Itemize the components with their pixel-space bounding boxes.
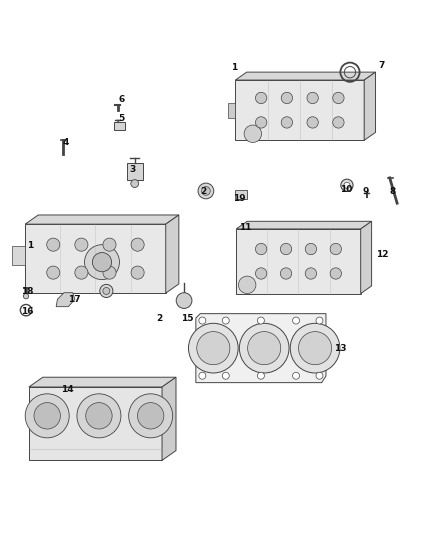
Circle shape [92, 253, 112, 272]
Circle shape [238, 276, 256, 294]
Circle shape [199, 317, 206, 324]
Polygon shape [364, 72, 375, 140]
Text: 17: 17 [68, 295, 80, 304]
Circle shape [290, 324, 340, 373]
Circle shape [131, 238, 144, 251]
Polygon shape [166, 215, 179, 293]
Circle shape [197, 332, 230, 365]
Text: 15: 15 [181, 313, 194, 322]
Polygon shape [235, 80, 364, 140]
Circle shape [344, 182, 350, 188]
Text: 6: 6 [119, 95, 125, 104]
Circle shape [293, 317, 300, 324]
Circle shape [103, 238, 116, 251]
Circle shape [25, 394, 69, 438]
Circle shape [77, 394, 121, 438]
Circle shape [330, 244, 342, 255]
Text: 2: 2 [156, 313, 162, 322]
Circle shape [85, 245, 120, 280]
Circle shape [247, 332, 281, 365]
Polygon shape [235, 72, 375, 80]
Polygon shape [196, 313, 326, 383]
Text: 10: 10 [340, 185, 352, 193]
Circle shape [34, 402, 60, 429]
Circle shape [280, 244, 292, 255]
Circle shape [316, 372, 323, 379]
Circle shape [299, 332, 332, 365]
Polygon shape [29, 387, 162, 461]
Polygon shape [56, 293, 75, 306]
Polygon shape [360, 221, 371, 294]
Text: 1: 1 [231, 63, 237, 72]
Bar [127, 164, 143, 180]
Circle shape [307, 117, 318, 128]
Circle shape [138, 402, 164, 429]
Circle shape [255, 117, 267, 128]
Circle shape [23, 294, 28, 299]
Polygon shape [162, 377, 176, 461]
Text: 5: 5 [119, 115, 125, 124]
Bar [12, 246, 25, 265]
Text: 1: 1 [27, 241, 34, 250]
Circle shape [129, 394, 173, 438]
Circle shape [293, 372, 300, 379]
Circle shape [223, 317, 229, 324]
Circle shape [47, 238, 60, 251]
Circle shape [316, 317, 323, 324]
Text: 11: 11 [239, 223, 251, 232]
Bar [235, 190, 247, 199]
Circle shape [280, 268, 292, 279]
Circle shape [188, 324, 238, 373]
Circle shape [255, 244, 267, 255]
Polygon shape [236, 221, 371, 229]
Circle shape [305, 244, 317, 255]
Text: 7: 7 [379, 61, 385, 70]
Circle shape [281, 92, 293, 103]
Text: 14: 14 [61, 385, 74, 394]
Circle shape [86, 402, 112, 429]
Circle shape [223, 372, 229, 379]
Circle shape [75, 238, 88, 251]
Circle shape [255, 92, 267, 103]
Circle shape [244, 125, 261, 142]
Circle shape [199, 372, 206, 379]
Text: 8: 8 [390, 187, 396, 196]
Circle shape [131, 180, 139, 188]
Circle shape [341, 179, 353, 191]
Circle shape [131, 266, 144, 279]
Polygon shape [236, 229, 360, 294]
Circle shape [103, 287, 110, 294]
Circle shape [258, 317, 265, 324]
Text: 18: 18 [21, 287, 34, 296]
Bar [114, 122, 125, 130]
Circle shape [239, 324, 289, 373]
Text: 13: 13 [334, 344, 346, 353]
Circle shape [176, 293, 192, 309]
Circle shape [255, 268, 267, 279]
Circle shape [330, 268, 342, 279]
Bar [227, 103, 235, 118]
Circle shape [75, 266, 88, 279]
Circle shape [333, 92, 344, 103]
Polygon shape [29, 377, 176, 387]
Text: 9: 9 [363, 187, 369, 196]
Circle shape [307, 92, 318, 103]
Circle shape [198, 183, 214, 199]
Circle shape [305, 268, 317, 279]
Polygon shape [25, 224, 166, 293]
Text: 16: 16 [21, 307, 34, 316]
Circle shape [258, 372, 265, 379]
Circle shape [333, 117, 344, 128]
Circle shape [103, 266, 116, 279]
Circle shape [281, 117, 293, 128]
Text: 2: 2 [200, 187, 206, 196]
Circle shape [47, 266, 60, 279]
Text: 3: 3 [130, 165, 136, 174]
Text: 19: 19 [233, 195, 246, 203]
Text: 12: 12 [377, 250, 389, 259]
Circle shape [201, 187, 210, 195]
Circle shape [100, 285, 113, 297]
Polygon shape [25, 215, 179, 224]
Text: 4: 4 [63, 138, 69, 147]
